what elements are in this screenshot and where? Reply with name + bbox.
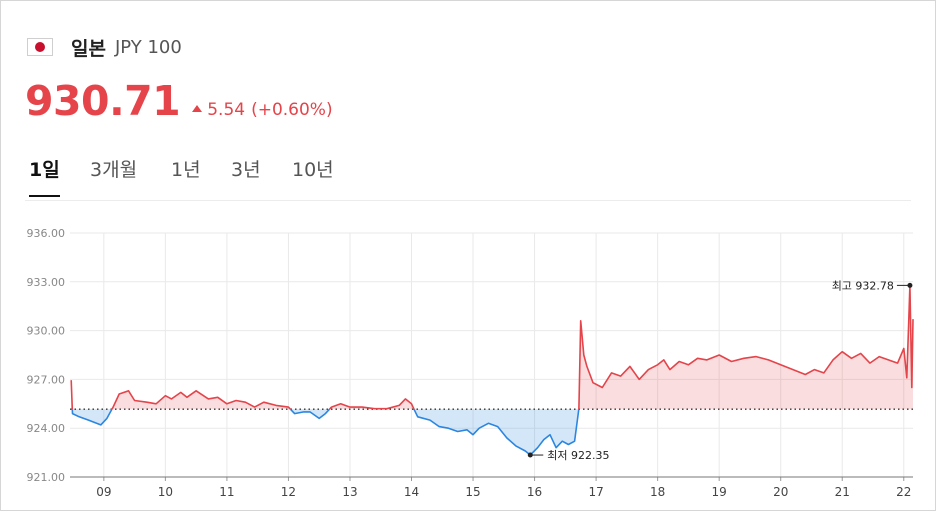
low-label: 최저 922.35 (547, 449, 609, 462)
tab-1-day[interactable]: 1일 (29, 155, 60, 197)
x-tick-label: 12 (281, 485, 296, 499)
currency-header: 일본 JPY 100 (27, 33, 182, 61)
x-tick-label: 21 (835, 485, 850, 499)
y-tick-label: 933.00 (27, 276, 66, 289)
y-tick-label: 936.00 (27, 227, 66, 240)
x-tick-label: 10 (158, 485, 173, 499)
high-marker-dot (907, 282, 913, 288)
tab-10-years[interactable]: 10년 (292, 159, 334, 181)
quote-row: 930.71 5.54 (+0.60%) (25, 77, 333, 125)
current-price: 930.71 (25, 77, 181, 125)
x-tick-label: 20 (773, 485, 788, 499)
y-tick-label: 930.00 (27, 325, 66, 338)
change-value: 5.54 (207, 100, 246, 120)
change-percent: (+0.60%) (251, 100, 333, 120)
x-tick-label: 17 (588, 485, 603, 499)
area-above-baseline (578, 285, 913, 410)
x-tick-label: 09 (96, 485, 111, 499)
currency-code: JPY 100 (114, 36, 182, 58)
series-line-down (289, 408, 331, 420)
x-tick-label: 14 (404, 485, 419, 499)
area-below-baseline (290, 409, 330, 419)
low-marker-dot (527, 452, 533, 458)
series-line-up (328, 398, 415, 410)
x-tick-label: 15 (465, 485, 480, 499)
period-tabs: 1일 3개월 1년 3년 10년 (25, 151, 935, 201)
tabs-divider (25, 200, 911, 201)
x-tick-label: 11 (219, 485, 234, 499)
area-below-baseline (414, 409, 579, 455)
y-tick-label: 924.00 (27, 422, 66, 435)
area-below-baseline (72, 409, 112, 425)
japan-flag-icon (27, 38, 53, 56)
series-line-up (70, 380, 74, 410)
tab-3-months[interactable]: 3개월 (90, 159, 138, 181)
x-tick-label: 19 (712, 485, 727, 499)
series-line-up (578, 284, 914, 410)
tab-1-year[interactable]: 1년 (171, 159, 201, 181)
series-line-down (71, 408, 113, 426)
series-line-up (111, 390, 291, 410)
y-tick-label: 921.00 (27, 471, 66, 484)
x-tick-label: 22 (896, 485, 911, 499)
x-tick-label: 13 (342, 485, 357, 499)
y-tick-label: 927.00 (27, 373, 66, 386)
series-line-down (413, 408, 580, 456)
tab-3-years[interactable]: 3년 (231, 159, 261, 181)
intraday-chart: 936.00 933.00 930.00 927.00 924.00 921.00 09 10… (27, 227, 914, 499)
area-above-baseline (111, 390, 291, 410)
price-change: 5.54 (+0.60%) (192, 100, 333, 120)
high-label: 최고 932.78 (832, 279, 894, 292)
x-tick-label: 16 (527, 485, 542, 499)
country-name: 일본 (71, 37, 106, 60)
x-tick-label: 18 (650, 485, 665, 499)
triangle-up-icon (192, 105, 203, 112)
